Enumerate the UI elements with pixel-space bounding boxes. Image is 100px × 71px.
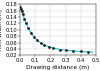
Calculation [36,39,37,40]
Experiment [88,51,89,52]
Experiment [24,18,25,19]
Experiment [59,49,60,50]
Calculation [40,42,41,43]
Experiment [19,7,21,8]
Experiment [26,23,27,24]
Calculation [20,8,21,9]
Calculation [24,18,25,19]
Calculation [65,50,66,51]
Experiment [21,11,22,12]
Calculation [48,46,50,47]
Calculation [88,51,89,52]
Calculation [19,6,21,7]
Line: Calculation: Calculation [20,7,93,52]
Experiment [73,50,74,51]
Experiment [22,14,23,15]
Experiment [28,28,29,29]
Calculation [92,52,94,53]
Calculation [73,50,74,51]
Line: Experiment: Experiment [19,7,89,52]
Y-axis label: Film width (m): Film width (m) [0,9,3,51]
Experiment [44,45,45,46]
Calculation [33,36,34,37]
Calculation [59,49,60,50]
Calculation [30,32,32,33]
X-axis label: Drawing distance (m): Drawing distance (m) [26,65,90,70]
Calculation [26,23,27,24]
Experiment [53,48,54,49]
Calculation [80,51,81,52]
Calculation [22,14,23,15]
Calculation [28,27,29,28]
Experiment [80,51,81,52]
Experiment [40,43,41,44]
Calculation [44,45,45,46]
Experiment [33,36,34,37]
Experiment [65,50,66,51]
